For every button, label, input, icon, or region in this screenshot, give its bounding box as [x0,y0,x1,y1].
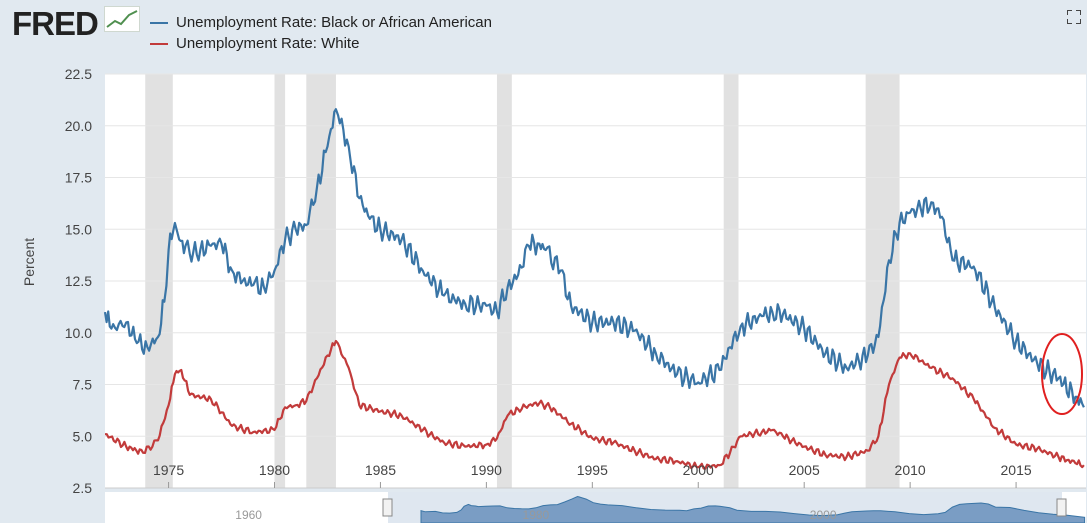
y-tick-label: 5.0 [73,428,93,444]
y-tick-label: 17.5 [65,170,92,186]
fullscreen-icon[interactable] [1067,10,1081,24]
navigator-handle-left[interactable] [382,498,393,517]
y-tick-label: 7.5 [73,377,93,393]
x-tick-label: 2000 [683,462,714,478]
y-tick-label: 12.5 [65,273,92,289]
x-tick-label: 2005 [789,462,820,478]
x-tick-label: 1995 [577,462,608,478]
y-tick-label: 10.0 [65,325,92,341]
series-lines [103,108,1085,470]
x-tick-label: 2010 [895,462,926,478]
x-tick-label: 1990 [471,462,502,478]
navigator-series [420,495,1086,523]
navigator-tick-label: 2000 [810,508,837,522]
legend-swatch-blue [150,21,168,24]
navigator-axis: 1960 1980 2000 [235,508,837,522]
y-tick-label: 15.0 [65,221,92,237]
y-tick-label: 2.5 [73,480,93,496]
x-tick-label: 1980 [259,462,290,478]
fred-logo[interactable]: FRED [12,5,99,42]
series-line-black[interactable] [103,108,1085,408]
brand-name: FRED [12,5,99,42]
x-tick-label: 2015 [1001,462,1032,478]
y-tick-label: 20.0 [65,118,92,134]
x-axis: 1975 1980 1985 1990 1995 2000 2005 2010 2015 [105,462,1086,489]
x-tick-label: 1975 [153,462,184,478]
legend: Unemployment Rate: Black or African Amer… [150,12,492,54]
legend-label: Unemployment Rate: White [176,35,360,52]
navigator-tick-label: 1960 [235,508,262,522]
x-tick-label: 1985 [365,462,396,478]
y-tick-label: 22.5 [65,66,92,82]
series-line-white[interactable] [105,339,1085,470]
navigator-handle-right[interactable] [1056,498,1067,517]
legend-label: Unemployment Rate: Black or African Amer… [176,14,492,31]
annotation-circle [1041,333,1083,415]
legend-item-white[interactable]: Unemployment Rate: White [150,33,492,54]
legend-swatch-red [150,42,168,45]
y-axis-title: Percent [21,238,37,286]
y-axis: 2.5 5.0 7.5 10.0 12.5 15.0 17.5 20.0 22.5 [65,66,92,496]
fred-chart-logo-icon [104,6,140,32]
legend-item-black[interactable]: Unemployment Rate: Black or African Amer… [150,12,492,33]
navigator-tick-label: 1980 [523,508,550,522]
